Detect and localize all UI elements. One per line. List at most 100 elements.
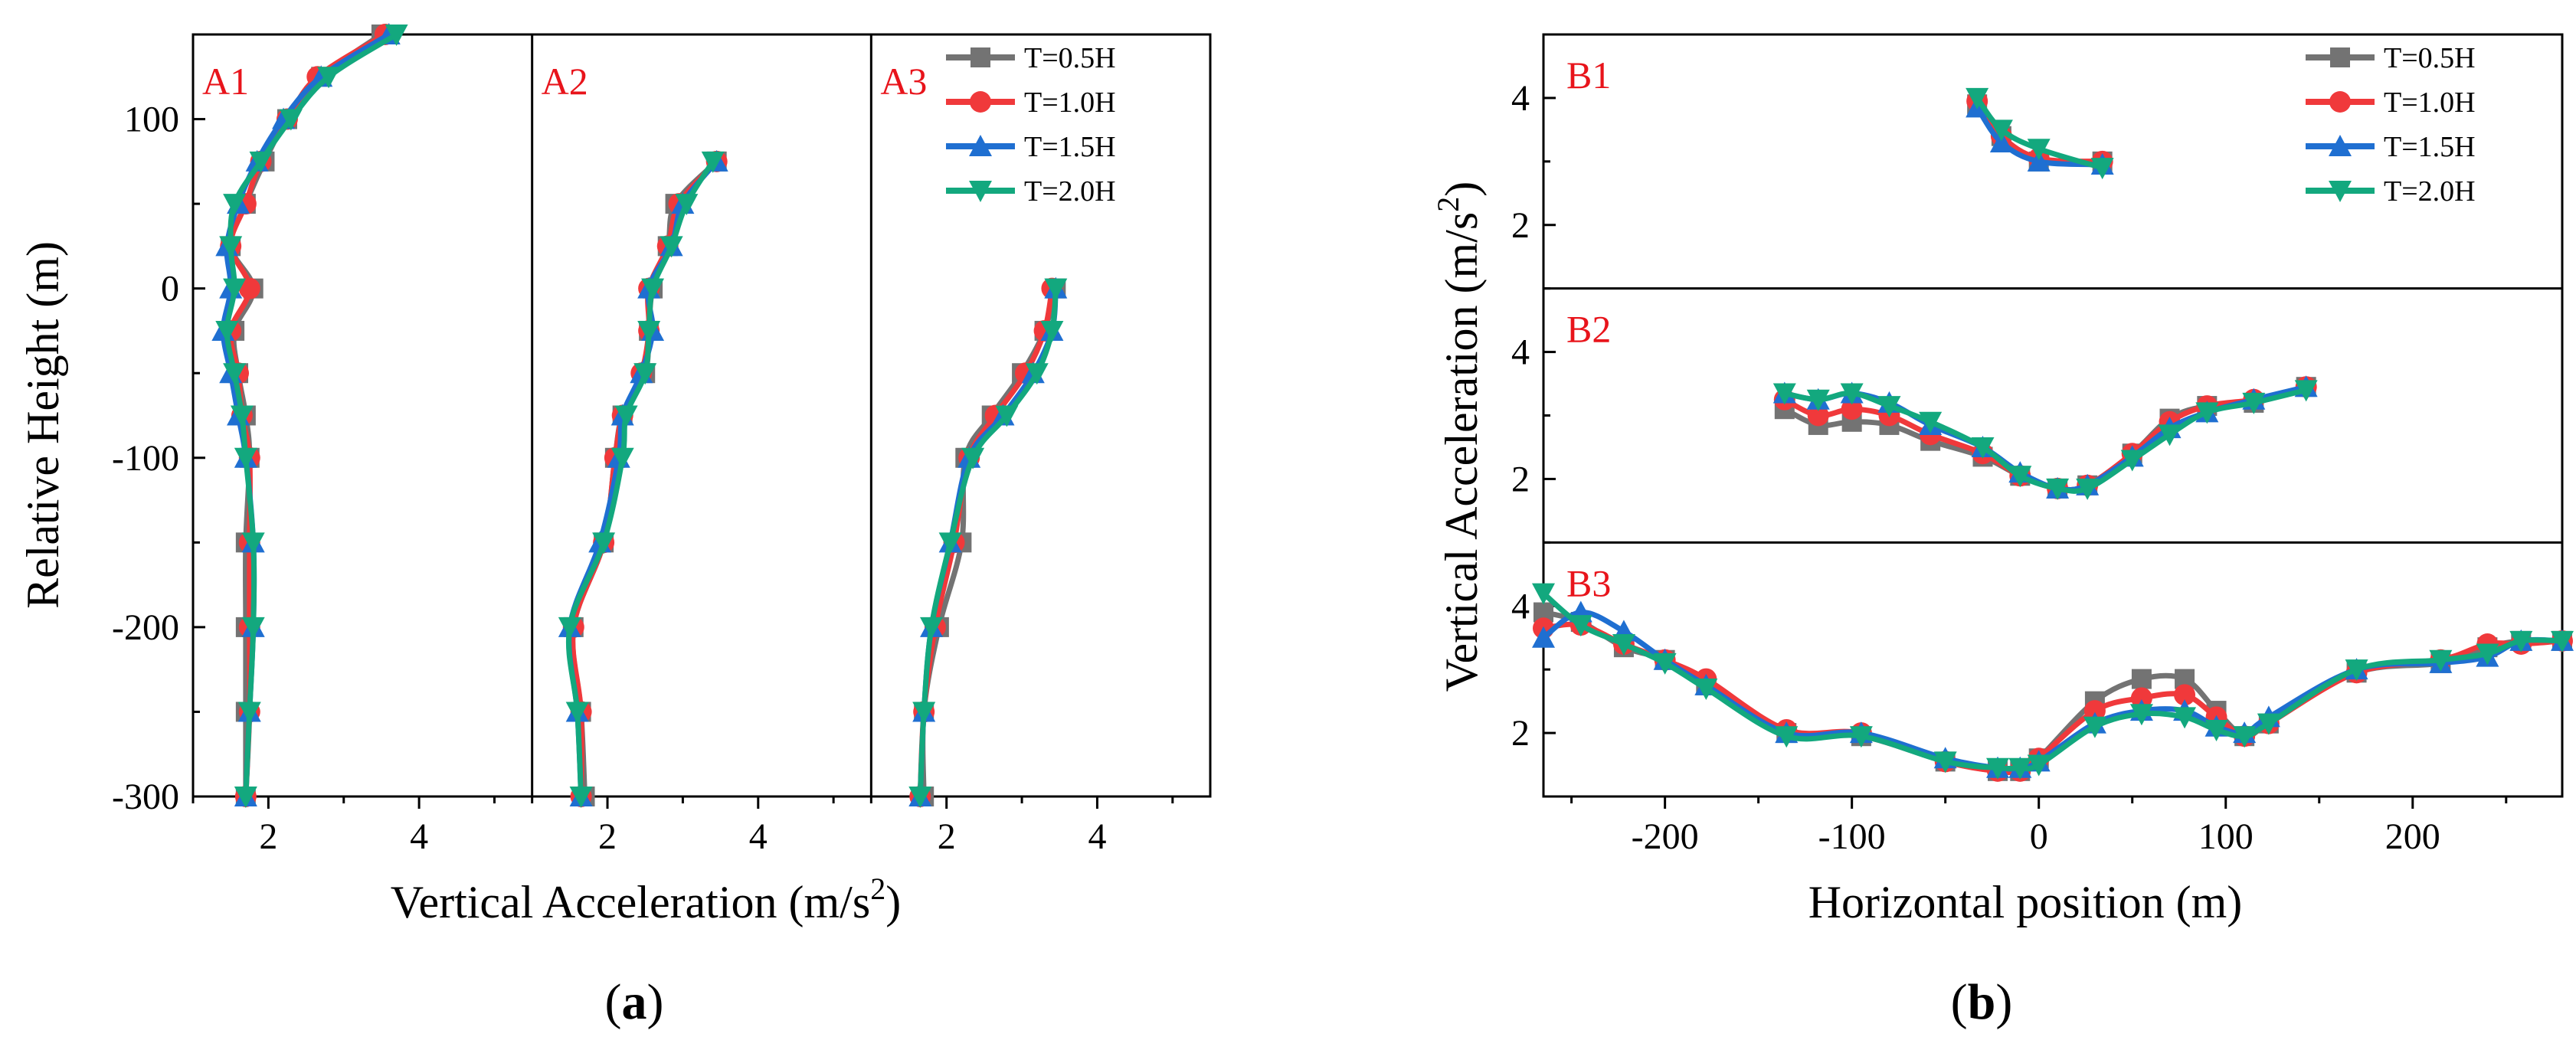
chart-a-panel-1-series-3-point-0: [701, 151, 725, 173]
chart-a-panel-2-x-tick-label-1: 4: [1088, 816, 1106, 857]
chart-b-x-tick-label-3: 100: [2198, 816, 2254, 857]
chart-a-panel-0-series-3-point-13: [237, 702, 261, 724]
chart-a-panel-2-series-3-line: [917, 288, 1059, 797]
chart-a-panel-label-0: A1: [202, 60, 249, 103]
chart-a-panel-2-series-3-point-1: [1040, 320, 1064, 342]
figure-label-b: (b): [1951, 974, 2013, 1030]
chart-a-panel-2-x-tick-label-0: 2: [938, 816, 956, 857]
chart-b-panel-0-series-2-point-1: [1989, 130, 2013, 152]
chart-a-panel-1-series-2-line: [566, 159, 719, 797]
chart-a-x-axis-title: Vertical Acceleration (m/s2): [391, 872, 901, 927]
chart-b-panel-0-series-2-line: [1975, 106, 2103, 168]
chart-b-x-tick-label-2: 0: [2030, 816, 2048, 857]
chart-a-panel-1-x-tick-label-0: 2: [598, 816, 617, 857]
chart-b-panel-2-series-3-point-13: [2173, 707, 2197, 729]
chart-a: 100 0 -100 -200 -300 2 4 A1 2 4 A2 2 4 A3 T=0.5H T=1.0H…: [112, 23, 1212, 857]
chart-a-panel-1-series-3-point-9: [558, 617, 581, 639]
chart-b-panel-2-series-3-point-16: [2257, 713, 2280, 735]
chart-b-panel-0-series-3-point-3: [2090, 158, 2114, 180]
chart-a-panel-2-series-3-point-3: [995, 405, 1019, 427]
chart-b-panel-1-series-1-point-2: [1841, 398, 1863, 420]
chart-b-panel-0-series-3-point-2: [2027, 139, 2051, 161]
chart-b-panel-1-series-3-point-2: [1840, 383, 1864, 405]
chart-a-panel-0-series-3-point-0: [385, 25, 408, 46]
chart-b-panel-0-y-tick-label-0: 2: [1511, 205, 1530, 246]
chart-a-panel-1-series-3-point-5: [633, 363, 657, 385]
chart-a-panel-1-series-3-point-8: [592, 532, 616, 554]
chart-b-panel-2-series-3-point-0: [1532, 583, 1555, 605]
chart-b-panel-label-0: B1: [1566, 54, 1611, 96]
chart-a-panel-1-series-0-line: [570, 159, 719, 797]
chart-b-panel-2-series-3-point-19: [2476, 643, 2499, 666]
chart-b-panel-0-series-3-line: [1975, 96, 2103, 171]
chart-a-panel-0-series-3-point-8: [223, 363, 247, 385]
chart-a-panel-2-series-3-point-6: [920, 617, 944, 639]
chart-a-legend-marker-2: [969, 135, 992, 156]
chart-b-panel-2-series-3-point-4: [1694, 679, 1718, 701]
chart-a-panel-1-series-3-point-10: [565, 702, 589, 724]
chart-a-y-tick-label-3: -200: [112, 607, 179, 648]
chart-b-panel-2-y-tick-label-1: 4: [1511, 586, 1530, 626]
chart-b-panel-1-series-3-point-7: [2046, 478, 2070, 500]
chart-b-panel-2-series-3-point-20: [2509, 630, 2533, 653]
chart-b-panel-1-series-3-line: [1784, 387, 2307, 494]
chart-b-panel-2-series-3-point-1: [1569, 615, 1592, 637]
chart-b-panel-2-series-3-point-5: [1775, 726, 1799, 748]
chart-b-legend-marker-0: [2330, 47, 2350, 67]
chart-b-panel-2-series-3-point-14: [2204, 719, 2228, 741]
chart-b-panel-2-series-3-point-8: [1986, 757, 2010, 780]
chart-a-panel-0-series-3-point-9: [230, 405, 254, 427]
chart-a-panel-label-1: A2: [542, 60, 588, 103]
chart-b-panel-1-series-3-point-5: [1971, 437, 1995, 459]
chart-b-panel-2-series-3-point-11: [2083, 716, 2106, 738]
chart-b-panel-2-series-0-point-12: [2131, 669, 2152, 689]
chart-b-panel-1-series-3-point-10: [2158, 424, 2182, 446]
chart-b-x-tick-label-1: -100: [1818, 816, 1886, 857]
chart-a-panel-0-x-tick-label-0: 2: [259, 816, 277, 857]
chart-a-panel-1-series-3-point-6: [614, 405, 638, 427]
chart-a-legend-marker-3: [969, 181, 992, 202]
chart-b-panel-2-series-1-point-12: [2130, 687, 2152, 709]
chart-b-panel-2-series-3-point-10: [2027, 754, 2051, 777]
chart-b-panel-2-series-1-point-13: [2174, 684, 2196, 706]
chart-a-panel-0-series-3-point-14: [234, 787, 257, 808]
chart-b-panel-label-1: B2: [1566, 308, 1611, 351]
chart-b-panel-1-series-3-point-9: [2120, 450, 2144, 472]
chart-a-y-axis-title: Relative Height (m): [18, 241, 68, 609]
chart-a-panel-0-series-3-point-2: [279, 109, 303, 131]
chart-b-panel-1-series-3-point-1: [1806, 389, 1830, 411]
chart-b-legend-marker-1: [2329, 91, 2351, 113]
chart-a-panel-1-series-3-point-7: [610, 447, 634, 469]
chart-b-panel-1-series-3-point-3: [1877, 396, 1901, 418]
chart-a-panel-0-series-3-point-7: [215, 320, 239, 342]
chart-a-panel-2-series-3-point-4: [961, 447, 985, 469]
chart-b-panel-1-series-3-point-8: [2076, 478, 2100, 500]
chart-b-panel-1-series-3-point-4: [1919, 411, 1943, 433]
chart-a-plot-frame: [191, 33, 1212, 798]
chart-a-panel-2-series-3-point-0: [1044, 278, 1068, 300]
chart-a-panel-2-series-3-point-7: [912, 702, 936, 724]
chart-a-y-tick-label-1: 0: [161, 269, 179, 309]
chart-b-panel-2-series-3-point-18: [2429, 649, 2453, 672]
chart-b-legend-label-2: T=1.5H: [2384, 131, 2476, 163]
chart-b-legend-marker-2: [2329, 135, 2352, 156]
chart-a-panel-0-series-3-point-4: [223, 194, 247, 216]
chart-b-y-axis-title: Vertical Acceleration (m/s2): [1431, 182, 1487, 692]
chart-a-panel-0-series-3-point-10: [234, 447, 257, 469]
chart-b-panel-0-series-2-point-2: [2027, 149, 2051, 172]
chart-a-panel-0-series-1-point-6: [238, 277, 260, 299]
chart-b-legend-label-1: T=1.0H: [2384, 87, 2476, 119]
chart-a-y-tick-label-2: -100: [112, 438, 179, 479]
chart-b-panel-2-series-3-point-12: [2129, 704, 2153, 726]
chart-a-panel-0-series-3-point-5: [219, 236, 243, 258]
chart-b-panel-2-series-2-point-0: [1532, 626, 1555, 648]
chart-b-panel-1-y-tick-label-0: 2: [1511, 459, 1530, 499]
chart-b-panel-2-series-3-point-2: [1612, 634, 1635, 656]
chart-b-panel-2-series-3-point-6: [1849, 726, 1873, 748]
chart-a-panel-2-series-3-point-8: [908, 787, 932, 808]
chart-a-panel-1-series-3-point-1: [675, 194, 699, 216]
chart-b-x-tick-label-0: -200: [1632, 816, 1699, 857]
figure-label-a: (a): [605, 974, 664, 1030]
chart-a-panel-1-series-1-line: [570, 159, 719, 797]
chart-b-panel-label-2: B3: [1566, 561, 1611, 604]
